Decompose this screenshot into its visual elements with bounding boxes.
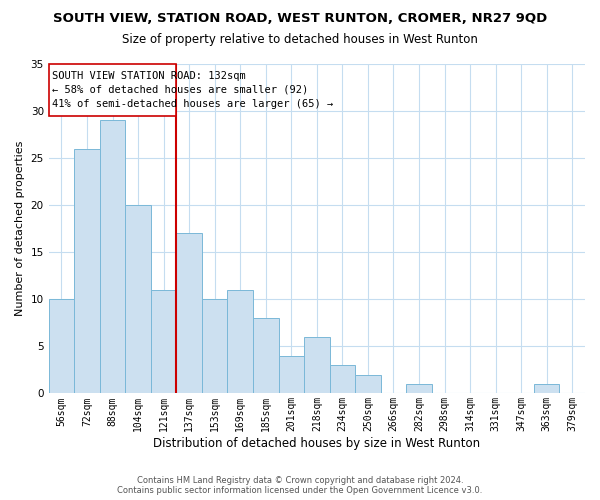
X-axis label: Distribution of detached houses by size in West Runton: Distribution of detached houses by size …	[153, 437, 481, 450]
Bar	[304, 337, 329, 394]
Bar	[406, 384, 432, 394]
Bar	[74, 148, 100, 394]
Text: Contains HM Land Registry data © Crown copyright and database right 2024.
Contai: Contains HM Land Registry data © Crown c…	[118, 476, 482, 495]
Text: SOUTH VIEW, STATION ROAD, WEST RUNTON, CROMER, NR27 9QD: SOUTH VIEW, STATION ROAD, WEST RUNTON, C…	[53, 12, 547, 26]
Bar	[329, 365, 355, 394]
Bar	[100, 120, 125, 394]
Bar	[151, 290, 176, 394]
Y-axis label: Number of detached properties: Number of detached properties	[15, 141, 25, 316]
Bar	[534, 384, 559, 394]
Bar	[176, 234, 202, 394]
Text: Size of property relative to detached houses in West Runton: Size of property relative to detached ho…	[122, 32, 478, 46]
Bar	[355, 374, 380, 394]
Bar	[278, 356, 304, 394]
Bar	[49, 300, 74, 394]
Bar	[227, 290, 253, 394]
Bar	[202, 300, 227, 394]
Bar	[125, 205, 151, 394]
Text: SOUTH VIEW STATION ROAD: 132sqm
← 58% of detached houses are smaller (92)
41% of: SOUTH VIEW STATION ROAD: 132sqm ← 58% of…	[52, 71, 334, 109]
Bar	[253, 318, 278, 394]
FancyBboxPatch shape	[49, 64, 176, 116]
